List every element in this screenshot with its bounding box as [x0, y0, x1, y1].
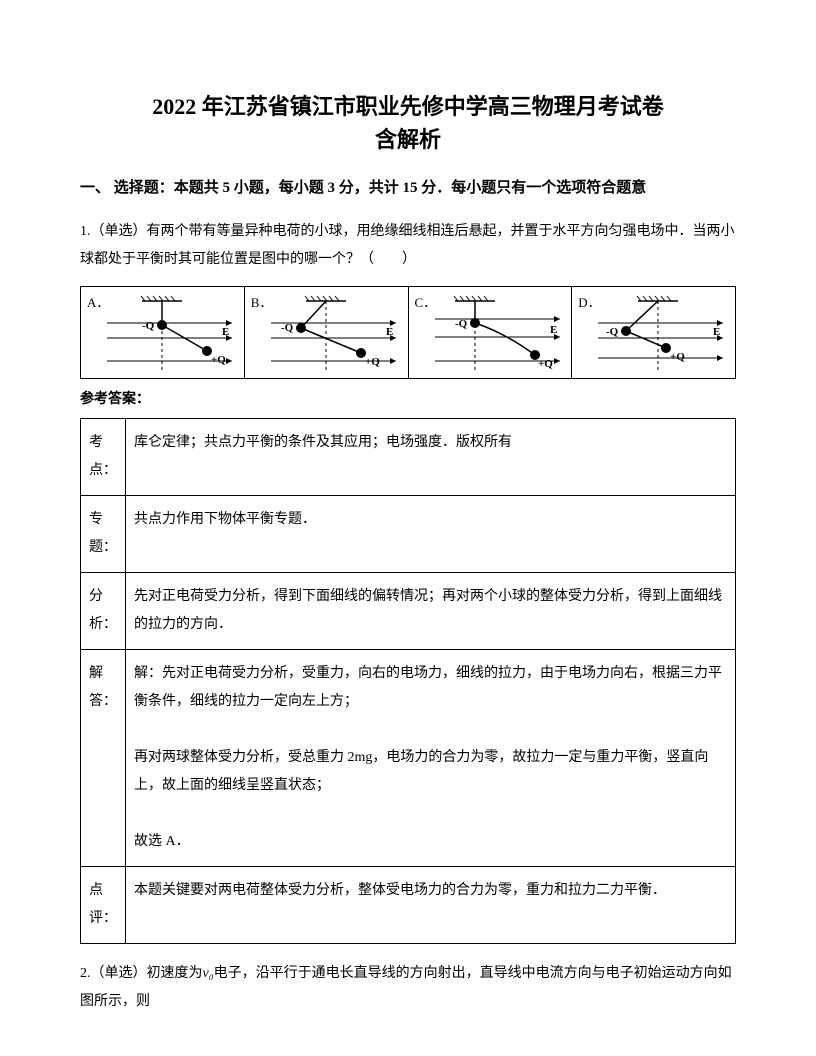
svg-text:-Q: -Q [455, 318, 468, 330]
row-label: 考点： [81, 419, 126, 496]
row-label: 解答： [81, 650, 126, 867]
option-A: A． -Q +Q [81, 287, 245, 379]
diagram-C: -Q +Q E [415, 293, 566, 373]
diagram-B: -Q +Q E [251, 293, 402, 373]
diagram-A: -Q +Q E [87, 293, 238, 373]
section-heading: 一、 选择题：本题共 5 小题，每小题 3 分，共计 15 分．每小题只有一个选… [80, 176, 736, 200]
analysis-row-dianping: 点评： 本题关键要对两电荷整体受力分析，整体受电场力的合力为零，重力和拉力二力平… [81, 867, 736, 944]
page-title: 2022 年江苏省镇江市职业先修中学高三物理月考试卷 含解析 [80, 90, 736, 156]
option-D: D． -Q +Q [572, 287, 736, 379]
analysis-row-kaodian: 考点： 库仑定律；共点力平衡的条件及其应用；电场强度．版权所有 [81, 419, 736, 496]
title-line1: 2022 年江苏省镇江市职业先修中学高三物理月考试卷 [152, 94, 664, 119]
svg-text:E: E [386, 326, 393, 338]
options-table: A． -Q +Q [80, 286, 736, 379]
row-label: 点评： [81, 867, 126, 944]
diagram-D: -Q +Q E [578, 293, 729, 373]
svg-text:E: E [713, 326, 720, 338]
row-content: 本题关键要对两电荷整体受力分析，整体受电场力的合力为零，重力和拉力二力平衡． [126, 867, 736, 944]
analysis-row-jieda: 解答： 解：先对正电荷受力分析，受重力，向右的电场力，细线的拉力，由于电场力向右… [81, 650, 736, 867]
title-line2: 含解析 [375, 127, 441, 152]
question-2-text: 2.（单选）初速度为v₀电子，沿平行于通电长直导线的方向射出，直导线中电流方向与… [80, 960, 736, 1016]
analysis-row-fenxi: 分析： 先对正电荷受力分析，得到下面细线的偏转情况；再对两个小球的整体受力分析，… [81, 573, 736, 650]
svg-text:-Q: -Q [142, 320, 155, 332]
svg-text:+Q: +Q [211, 354, 226, 366]
analysis-table: 考点： 库仑定律；共点力平衡的条件及其应用；电场强度．版权所有 专题： 共点力作… [80, 418, 736, 944]
svg-text:-Q: -Q [281, 322, 294, 334]
svg-text:+Q: +Q [538, 358, 553, 370]
svg-text:E: E [222, 326, 229, 338]
q2-v0: v₀ [203, 966, 214, 981]
row-content: 共点力作用下物体平衡专题． [126, 496, 736, 573]
svg-text:+Q: +Q [670, 351, 685, 363]
svg-text:+Q: +Q [365, 356, 380, 368]
option-B: B． -Q +Q [244, 287, 408, 379]
row-label: 分析： [81, 573, 126, 650]
row-content: 解：先对正电荷受力分析，受重力，向右的电场力，细线的拉力，由于电场力向右，根据三… [126, 650, 736, 867]
answer-label: 参考答案： [80, 387, 736, 412]
svg-text:E: E [550, 324, 557, 336]
row-content: 库仑定律；共点力平衡的条件及其应用；电场强度．版权所有 [126, 419, 736, 496]
row-label: 专题： [81, 496, 126, 573]
analysis-row-zhuanti: 专题： 共点力作用下物体平衡专题． [81, 496, 736, 573]
option-C: C． -Q +Q [408, 287, 572, 379]
question-1-text: 1.（单选）有两个带有等量异种电荷的小球，用绝缘细线相连后悬起，并置于水平方向匀… [80, 218, 736, 274]
svg-text:-Q: -Q [606, 326, 619, 338]
q2-before: 2.（单选）初速度为 [80, 966, 203, 981]
row-content: 先对正电荷受力分析，得到下面细线的偏转情况；再对两个小球的整体受力分析，得到上面… [126, 573, 736, 650]
